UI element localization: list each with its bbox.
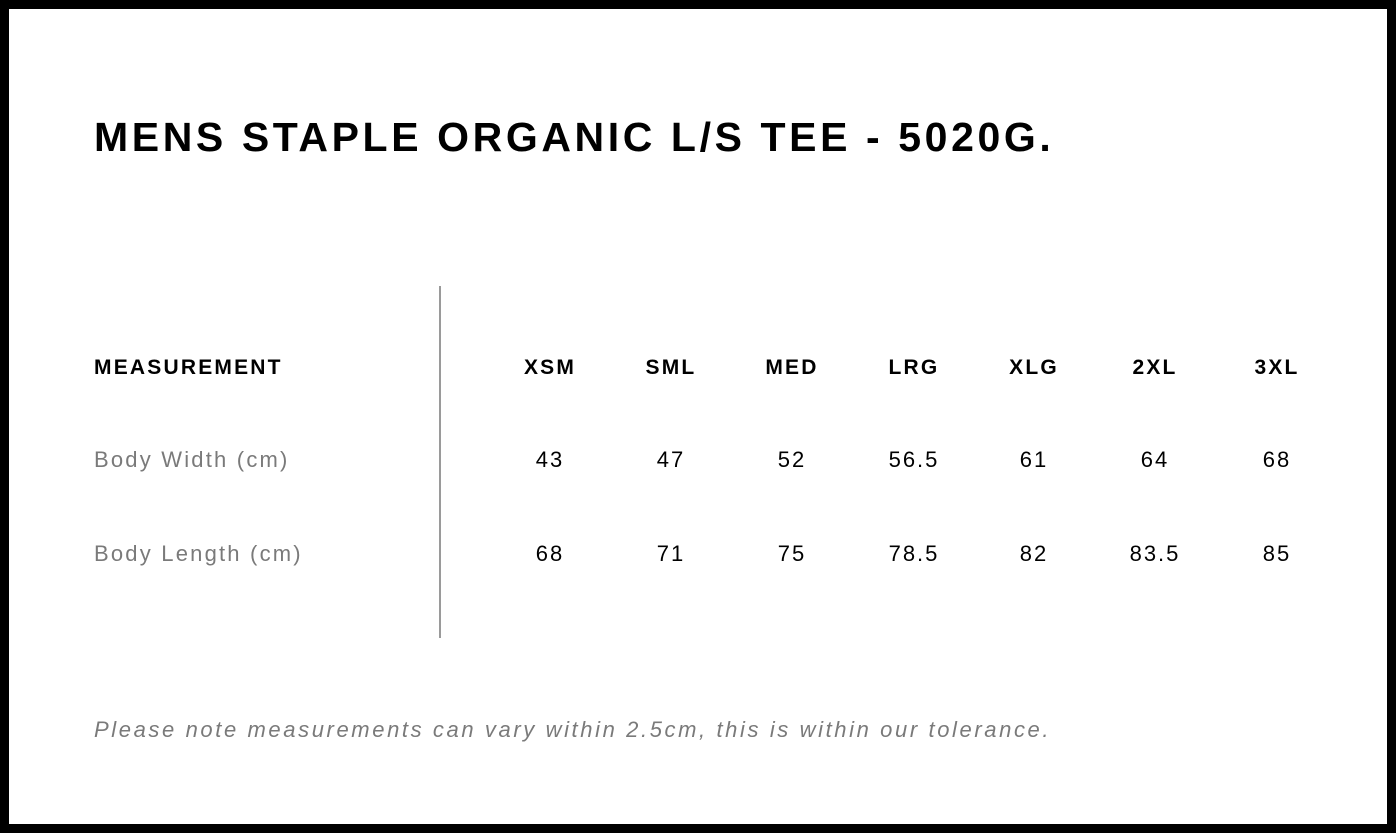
size-header-lrg: LRG: [888, 356, 940, 379]
row-label-body-width: Body Width (cm): [94, 447, 290, 472]
table-cell: 56.5: [888, 447, 940, 472]
row-label-body-length: Body Length (cm): [94, 541, 303, 566]
table-cell: 61: [1019, 447, 1049, 472]
table-cell: 64: [1140, 447, 1170, 472]
table-cell: 52: [777, 447, 807, 472]
table-cell: 68: [535, 541, 565, 566]
table-cell: 83.5: [1129, 541, 1181, 566]
size-header-sml: SML: [645, 356, 697, 379]
table-cell: 43: [535, 447, 565, 472]
table-cell: 75: [777, 541, 807, 566]
size-header-3xl: 3XL: [1254, 356, 1300, 379]
column-divider: [439, 286, 441, 638]
size-header-2xl: 2XL: [1132, 356, 1178, 379]
size-header-xlg: XLG: [1009, 356, 1059, 379]
table-cell: 78.5: [888, 541, 940, 566]
table-cell: 82: [1019, 541, 1049, 566]
size-header-xsm: XSM: [523, 356, 577, 379]
size-chart-card: MENS STAPLE ORGANIC L/S TEE - 5020G. MEA…: [9, 9, 1387, 824]
table-cell: 68: [1262, 447, 1292, 472]
table-cell: 47: [656, 447, 686, 472]
page-title: MENS STAPLE ORGANIC L/S TEE - 5020G.: [94, 114, 1055, 160]
table-cell: 85: [1262, 541, 1292, 566]
size-header-med: MED: [765, 356, 819, 379]
measurement-header: MEASUREMENT: [94, 356, 283, 379]
tolerance-note: Please note measurements can vary within…: [94, 717, 1052, 742]
table-cell: 71: [656, 541, 686, 566]
